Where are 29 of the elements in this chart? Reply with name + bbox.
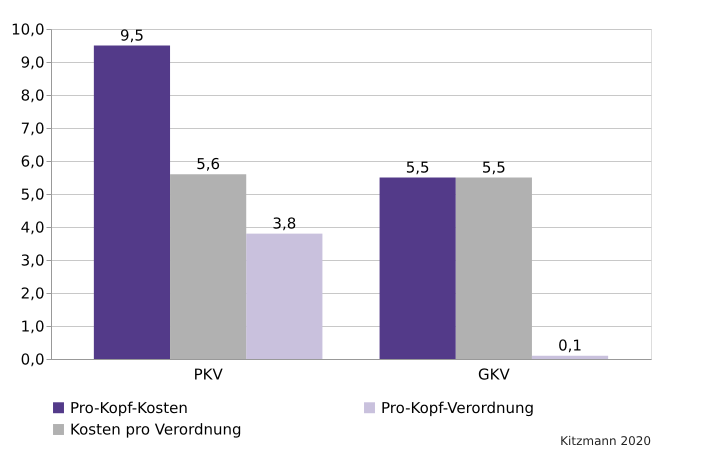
- data-label: 0,1: [558, 336, 582, 355]
- y-tick-label: 10,0: [11, 20, 44, 38]
- y-tick-label: 8,0: [20, 86, 44, 104]
- y-tick-label: 1,0: [20, 318, 44, 336]
- data-label: 5,6: [196, 155, 220, 174]
- data-label: 9,5: [120, 26, 144, 44]
- bar: [380, 178, 456, 359]
- legend-label: Pro-Kopf-Kosten: [70, 398, 188, 417]
- data-label: 3,8: [272, 214, 296, 233]
- x-tick-label: GKV: [478, 366, 510, 384]
- text: Kitzmann 2020: [560, 434, 651, 448]
- y-tick-label: 7,0: [20, 120, 44, 138]
- y-tick-label: 3,0: [20, 252, 44, 270]
- x-tick-label: PKV: [194, 366, 224, 384]
- bar: [532, 356, 608, 359]
- y-tick-label: 0,0: [20, 350, 44, 368]
- y-tick-label: 6,0: [20, 152, 44, 170]
- bar: [170, 174, 246, 359]
- y-tick-label: 9,0: [20, 54, 44, 72]
- y-tick-label: 4,0: [20, 218, 44, 236]
- bar: [246, 234, 322, 359]
- legend-label: Pro-Kopf-Verordnung: [381, 398, 534, 417]
- y-tick-label: 5,0: [20, 186, 44, 204]
- bar: [456, 178, 532, 359]
- data-label: 5,5: [406, 158, 430, 176]
- y-tick-label: 2,0: [20, 284, 44, 302]
- data-label: 5,5: [482, 158, 506, 176]
- legend-label: Kosten pro Verordnung: [70, 420, 242, 438]
- bar: [94, 46, 170, 359]
